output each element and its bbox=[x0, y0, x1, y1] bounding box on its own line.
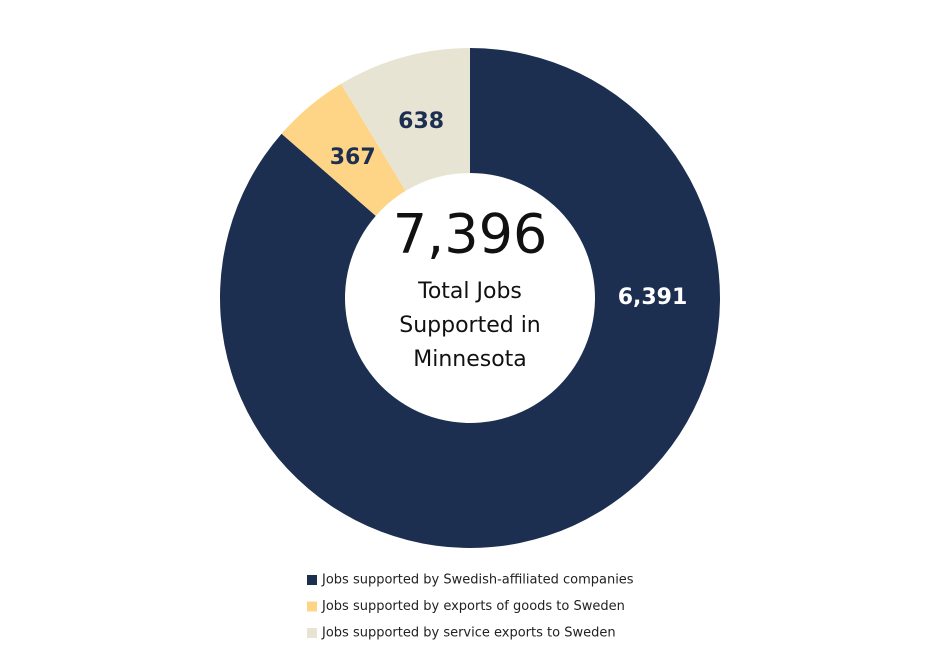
value-label: 638 bbox=[398, 109, 444, 134]
center-caption: Supported in bbox=[399, 313, 541, 338]
legend-marker bbox=[307, 575, 317, 585]
value-label: 6,391 bbox=[618, 285, 688, 310]
center-caption: Minnesota bbox=[413, 347, 527, 372]
center-caption: Total Jobs bbox=[417, 279, 522, 304]
value-label: 367 bbox=[330, 145, 376, 170]
legend-label: Jobs supported by Swedish-affiliated com… bbox=[321, 573, 634, 588]
donut-slice bbox=[281, 83, 406, 216]
center-total: 7,396 bbox=[393, 203, 548, 266]
legend-label: Jobs supported by service exports to Swe… bbox=[321, 626, 616, 641]
legend-marker bbox=[307, 601, 317, 612]
donut-slice bbox=[341, 48, 470, 191]
donut-slice bbox=[219, 48, 720, 548]
legend-marker bbox=[307, 628, 317, 638]
legend-label: Jobs supported by exports of goods to Sw… bbox=[321, 599, 625, 614]
